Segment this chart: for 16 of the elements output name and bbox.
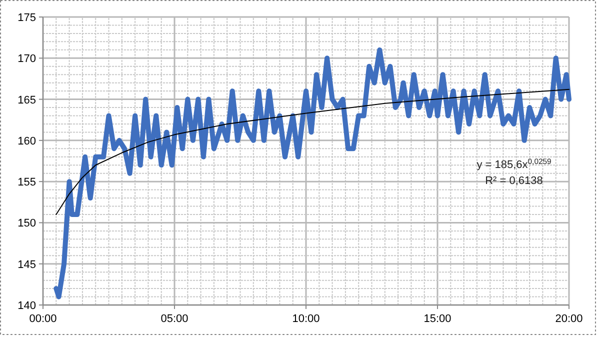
annotation: y = 185,6x$^{0,0259}$ — [476, 156, 552, 171]
annotation: R² = 0,6138 — [485, 175, 543, 187]
line-series — [56, 88, 570, 215]
y-tick-label: 140 — [18, 300, 36, 312]
y-tick-label: 145 — [18, 258, 36, 271]
y-tick-label: 170 — [18, 53, 36, 66]
y-tick-label: 155 — [18, 176, 36, 189]
x-tick-label: 10:00 — [292, 313, 320, 325]
y-tick-label: 150 — [18, 218, 36, 230]
x-tick-label: 20:00 — [555, 313, 583, 325]
x-tick-label: 15:00 — [424, 313, 452, 325]
y-tick-label: 160 — [18, 135, 36, 148]
x-tick-label: 05:00 — [160, 313, 188, 325]
y-tick-label: 175 — [18, 12, 36, 24]
x-tick-label: 00:00 — [29, 313, 57, 325]
y-tick-label: 165 — [18, 94, 36, 106]
